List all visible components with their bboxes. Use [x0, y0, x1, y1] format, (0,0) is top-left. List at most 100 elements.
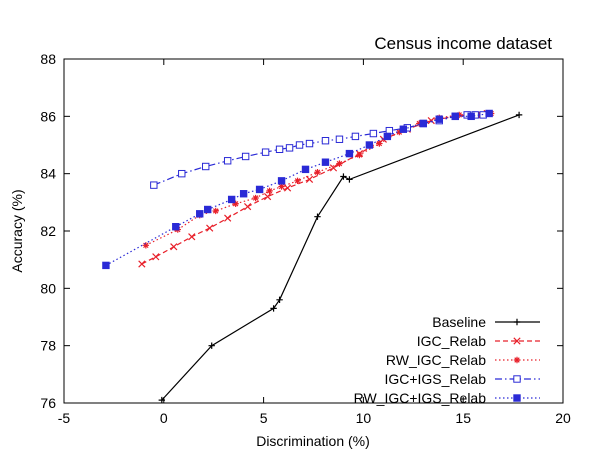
data-point: [456, 111, 463, 119]
data-point: [513, 337, 521, 345]
data-point: [178, 169, 186, 178]
data-point: [212, 207, 219, 215]
data-point: [285, 144, 294, 152]
data-point: [158, 396, 166, 404]
data-point: [515, 111, 523, 119]
data-point: [301, 165, 310, 174]
data-point: [150, 181, 158, 189]
data-point: [266, 187, 273, 195]
data-point: [513, 394, 521, 402]
series-baseline: [158, 111, 523, 404]
data-point: [416, 120, 423, 127]
data-point: [365, 141, 374, 149]
data-point: [305, 175, 314, 184]
data-point: [321, 158, 330, 166]
data-point: [255, 185, 264, 194]
data-point: [305, 139, 314, 148]
legend-label: IGC_Relab: [417, 333, 486, 349]
x-axis-label: Discrimination (%): [256, 433, 370, 449]
data-point: [252, 194, 259, 202]
data-point: [263, 192, 272, 201]
data-point: [435, 115, 443, 123]
data-point: [142, 242, 150, 249]
data-point: [170, 243, 178, 251]
data-point: [399, 125, 408, 133]
y-tick-label: 84: [40, 166, 56, 182]
axis-ticks: -5 0 5 10 15 20 76 78 80 82 84 86 88: [40, 51, 571, 426]
chart-title: Census income dataset: [374, 34, 552, 53]
series-line: [153, 114, 484, 186]
data-point: [172, 223, 180, 231]
data-point: [295, 141, 304, 149]
data-point: [335, 135, 344, 143]
data-point: [345, 149, 354, 158]
data-point: [202, 162, 210, 171]
data-point: [227, 195, 236, 204]
data-point: [369, 129, 378, 138]
data-point: [419, 119, 427, 128]
data-point: [336, 160, 343, 167]
data-point: [321, 137, 330, 145]
x-tick-label: 10: [356, 410, 372, 426]
legend-label: RW_IGC_Relab: [386, 352, 486, 368]
data-point: [351, 132, 360, 141]
data-point: [276, 296, 283, 303]
y-axis-label: Accuracy (%): [9, 189, 25, 272]
data-point: [204, 205, 212, 214]
data-point: [188, 233, 196, 241]
y-tick-label: 82: [40, 223, 56, 239]
y-tick-label: 78: [40, 338, 56, 354]
data-point: [283, 184, 292, 192]
data-point: [277, 177, 286, 185]
data-point: [314, 213, 321, 220]
data-point: [275, 145, 284, 154]
data-point: [485, 109, 493, 118]
legend-label: IGC+IGS_Relab: [384, 371, 486, 387]
x-tick-label: -5: [58, 410, 71, 426]
data-point: [224, 214, 232, 222]
data-point: [451, 112, 459, 121]
data-point: [223, 157, 232, 165]
data-point: [396, 128, 403, 136]
data-point: [208, 342, 215, 349]
x-tick-label: 15: [455, 410, 471, 426]
series-rw-igc-igs-relab: [102, 109, 493, 270]
data-point: [513, 318, 521, 326]
data-point: [513, 375, 521, 383]
data-point: [346, 176, 353, 183]
data-point: [314, 169, 321, 176]
data-point: [356, 151, 363, 159]
data-point: [244, 203, 252, 211]
data-point: [138, 260, 146, 268]
data-point: [329, 164, 338, 172]
data-point: [278, 183, 285, 190]
data-point: [232, 200, 239, 207]
y-tick-label: 86: [40, 108, 56, 124]
x-tick-label: 20: [555, 410, 571, 426]
y-tick-label: 88: [40, 51, 56, 67]
x-tick-label: 0: [160, 410, 168, 426]
legend-label: RW_IGC+IGS_Relab: [354, 390, 487, 406]
y-tick-label: 76: [40, 395, 56, 411]
series-line: [141, 112, 488, 265]
data-point: [102, 261, 110, 270]
data-point: [206, 224, 214, 232]
data-point: [196, 210, 204, 218]
data-point: [340, 173, 347, 180]
data-point: [383, 132, 392, 141]
x-tick-label: 5: [260, 410, 268, 426]
data-point: [294, 177, 301, 185]
data-point: [241, 152, 250, 161]
y-tick-label: 80: [40, 280, 56, 296]
data-point: [261, 148, 270, 156]
data-point: [152, 253, 160, 261]
legend-label: Baseline: [432, 314, 486, 330]
data-point: [376, 140, 383, 147]
data-point: [270, 305, 277, 312]
series-layer: [102, 109, 523, 404]
data-point: [513, 356, 521, 364]
data-point: [239, 190, 248, 198]
data-point: [467, 112, 475, 121]
